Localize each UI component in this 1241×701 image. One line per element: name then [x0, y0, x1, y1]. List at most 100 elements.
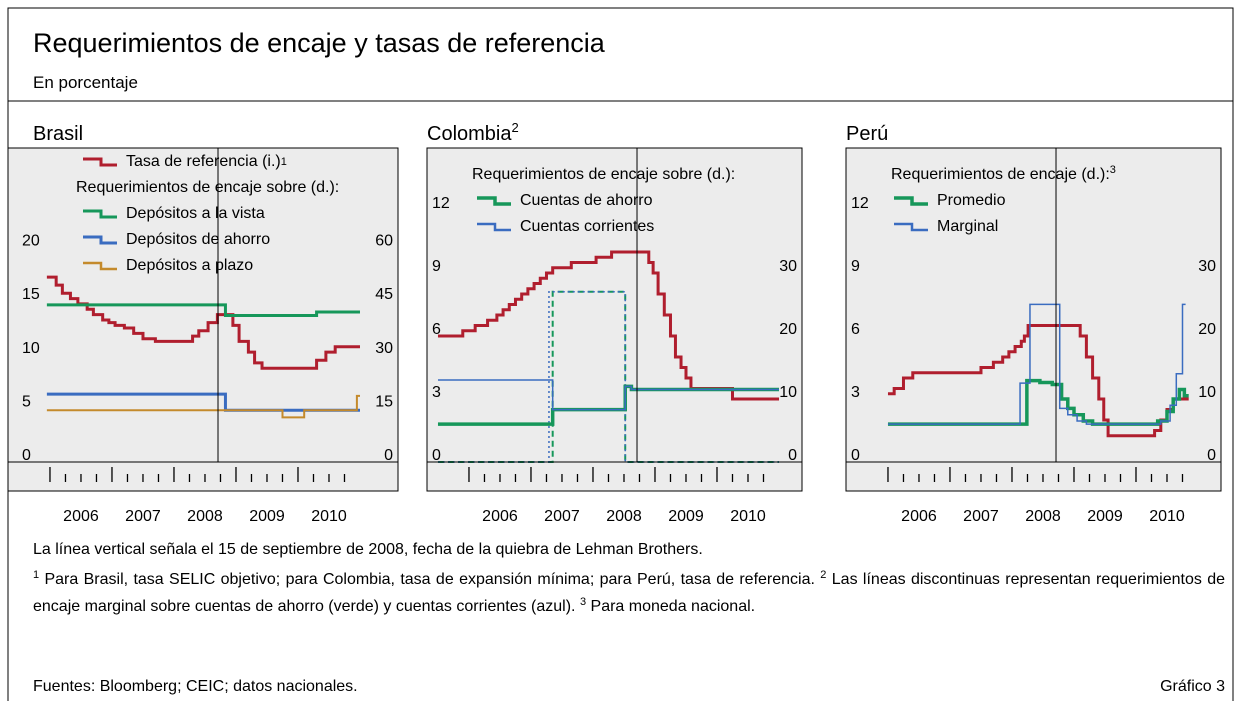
- legend-label: Cuentas de ahorro: [520, 192, 653, 209]
- y2-tick-label: 20: [779, 321, 797, 338]
- series-line: [46, 394, 360, 419]
- footnote-text: Para Brasil, tasa SELIC objetivo; para C…: [44, 571, 815, 588]
- y-tick-label: 3: [851, 384, 860, 401]
- y2-tick-label: 30: [375, 340, 393, 357]
- y-tick-label: 3: [432, 384, 441, 401]
- legend-title: Requerimientos de encaje sobre (d.):: [472, 162, 802, 188]
- legend-title-text: Requerimientos de encaje (d.):: [891, 166, 1110, 183]
- footnote-text: Las líneas discontinuas representan requ…: [33, 571, 1225, 615]
- legend-swatch-line: [83, 261, 117, 271]
- y-tick-label: 6: [851, 321, 860, 338]
- x-tick-label: 2010: [311, 508, 347, 525]
- legend-label: Depósitos de ahorro: [126, 231, 271, 248]
- y2-tick-label: 45: [375, 286, 393, 303]
- legend-label: Depósitos a la vista: [126, 205, 265, 222]
- panel-title-text: Perú: [846, 123, 888, 145]
- legend: Requerimientos de encaje (d.):3 Promedio M…: [891, 162, 1211, 240]
- legend-label: Promedio: [937, 192, 1006, 209]
- x-tick-label: 2006: [63, 508, 99, 525]
- legend-item: Cuentas de ahorro: [472, 188, 802, 214]
- legend: Requerimientos de encaje sobre (d.): Cuen…: [472, 162, 802, 240]
- series-line: [46, 392, 360, 412]
- panel-box: [845, 147, 1222, 492]
- legend-swatch-line: [83, 235, 117, 245]
- x-tick-label: 2006: [901, 508, 937, 525]
- source: Fuentes: Bloomberg; CEIC; datos nacional…: [33, 678, 358, 695]
- y2-tick-label: 0: [384, 447, 393, 464]
- legend: Tasa de referencia (i.) 1 Requerimientos d…: [76, 149, 361, 279]
- x-tick-label: 2008: [606, 508, 642, 525]
- panel-title-text: Colombia: [427, 123, 512, 145]
- legend-item: Tasa de referencia (i.) 1: [76, 149, 361, 175]
- chart-title: Requerimientos de encaje y tasas de refe…: [33, 28, 606, 58]
- y-tick-label: 9: [432, 258, 441, 275]
- legend-title-text: Requerimientos de encaje sobre (d.):: [76, 179, 340, 196]
- y2-tick-label: 60: [375, 233, 393, 250]
- legend-swatch-line: [477, 222, 511, 232]
- y2-tick-label: 15: [375, 393, 393, 410]
- legend-title-text: Requerimientos de encaje sobre (d.):: [472, 166, 736, 183]
- footnote-mark: 1: [33, 569, 40, 581]
- y-tick-label: 5: [22, 393, 31, 410]
- y-tick-label: 12: [851, 195, 869, 212]
- legend-label: Tasa de referencia (i.): [126, 153, 281, 170]
- legend-swatch-line: [83, 157, 117, 167]
- footnote-text: Para moneda nacional.: [590, 598, 756, 615]
- legend-label: Depósitos a plazo: [126, 257, 254, 274]
- x-tick-label: 2007: [544, 508, 580, 525]
- panel-title: Perú: [846, 123, 888, 145]
- y-tick-label: 9: [851, 258, 860, 275]
- y-tick-label: 0: [22, 447, 31, 464]
- legend-title: Requerimientos de encaje sobre (d.):: [76, 175, 361, 201]
- legend-label: Marginal: [937, 218, 999, 235]
- y2-tick-label: 30: [779, 258, 797, 275]
- legend-item: Marginal: [891, 214, 1211, 240]
- series-line: [437, 379, 779, 411]
- x-tick-label: 2010: [730, 508, 766, 525]
- x-tick-label: 2006: [482, 508, 518, 525]
- legend-swatch: [894, 196, 928, 206]
- legend-swatch: [477, 222, 511, 232]
- panel-title: Brasil: [33, 123, 83, 145]
- y2-tick-label: 0: [1207, 447, 1216, 464]
- legend-item: Depósitos a la vista: [76, 201, 361, 227]
- x-tick-label: 2009: [249, 508, 285, 525]
- legend-swatch: [83, 261, 117, 271]
- legend-item: Depósitos de ahorro: [76, 227, 361, 253]
- x-tick-label: 2010: [1149, 508, 1185, 525]
- legend-swatch-line: [894, 222, 928, 232]
- y-tick-label: 0: [432, 447, 441, 464]
- y2-tick-label: 10: [779, 384, 797, 401]
- panel-box: [7, 147, 399, 492]
- footnote-mark: 2: [820, 569, 827, 581]
- x-tick-label: 2007: [125, 508, 161, 525]
- legend-swatch: [83, 235, 117, 245]
- y-tick-label: 0: [851, 447, 860, 464]
- panel-title: Colombia2: [427, 120, 519, 145]
- series-line: [887, 303, 1186, 425]
- legend-item: Promedio: [891, 188, 1211, 214]
- panel-title-note: 2: [511, 120, 518, 135]
- y-tick-label: 20: [22, 233, 40, 250]
- chart-subtitle: En porcentaje: [33, 73, 138, 92]
- legend-item: Cuentas corrientes: [472, 214, 802, 240]
- legend-swatch-line: [83, 209, 117, 219]
- x-tick-label: 2009: [1087, 508, 1123, 525]
- y-tick-label: 12: [432, 195, 450, 212]
- series-line: [46, 303, 360, 318]
- y-tick-label: 6: [432, 321, 441, 338]
- legend-swatch: [83, 209, 117, 219]
- legend-swatch: [894, 222, 928, 232]
- y2-tick-label: 10: [1198, 384, 1216, 401]
- x-tick-label: 2008: [1025, 508, 1061, 525]
- x-tick-label: 2008: [187, 508, 223, 525]
- y-tick-label: 10: [22, 340, 40, 357]
- vline-note: La línea vertical señala el 15 de septie…: [33, 541, 703, 558]
- x-tick-label: 2009: [668, 508, 704, 525]
- legend-swatch-line: [894, 196, 928, 206]
- y2-tick-label: 20: [1198, 321, 1216, 338]
- x-tick-label: 2007: [963, 508, 999, 525]
- legend-title-note: 3: [1109, 164, 1116, 176]
